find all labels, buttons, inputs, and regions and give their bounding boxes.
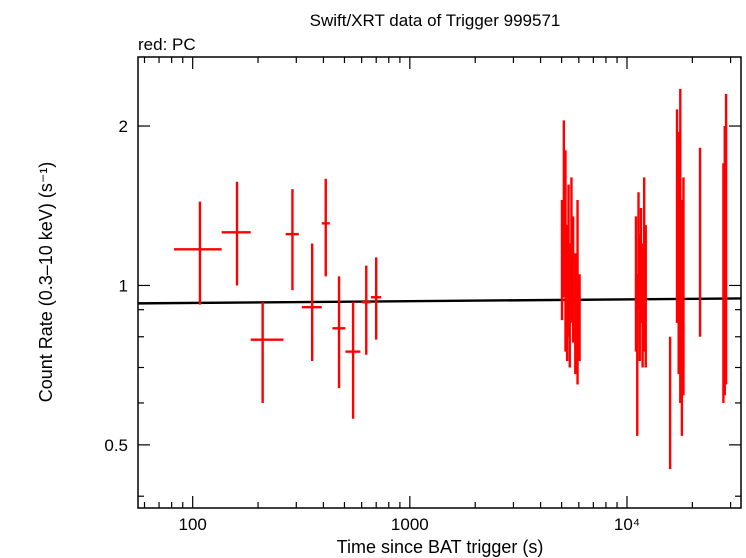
tick-labels: 100 1000 10⁴ 0.5 1 2 [104, 117, 640, 534]
data-point [642, 177, 646, 352]
data-point [680, 199, 684, 436]
y-tick-label: 2 [119, 117, 128, 136]
data-point [570, 177, 573, 323]
data-point [285, 189, 299, 291]
data-point [321, 178, 330, 277]
data-point [641, 243, 644, 368]
data-point [361, 265, 371, 355]
x-tick-label: 100 [178, 515, 206, 534]
data-point [173, 201, 222, 305]
y-tick-label: 1 [119, 276, 128, 295]
data-point [345, 302, 361, 419]
data-point [639, 208, 643, 323]
x-tick-label: 10⁴ [614, 515, 640, 534]
data-point [568, 243, 571, 368]
data-point [644, 225, 647, 368]
data-point [675, 109, 679, 323]
y-axis-label: Count Rate (0.3–10 keV) (s⁻¹) [36, 162, 56, 403]
x-tick-label: 1000 [391, 515, 429, 534]
data-point [578, 274, 581, 362]
data-point [571, 216, 575, 343]
data-point [301, 243, 322, 362]
plot-frame [137, 56, 742, 509]
data-point [636, 274, 639, 436]
model-line [137, 297, 742, 305]
data-point [576, 199, 579, 385]
data-point [332, 276, 346, 389]
data-point [682, 177, 685, 396]
data-point [574, 253, 577, 375]
data-point [221, 181, 251, 286]
data-point [668, 336, 672, 470]
data-point [679, 88, 682, 403]
x-axis-label: Time since BAT trigger (s) [337, 537, 544, 557]
y-tick-label: 0.5 [104, 436, 128, 455]
data-point [564, 150, 567, 352]
data-points [173, 88, 728, 470]
data-point [250, 302, 284, 403]
data-point [370, 257, 382, 340]
axis-ticks [138, 57, 741, 508]
data-point [562, 120, 566, 298]
chart-title: Swift/XRT data of Trigger 999571 [310, 11, 561, 30]
chart-subtitle: red: PC [138, 35, 196, 54]
data-point [560, 199, 564, 321]
model-fit [137, 297, 742, 305]
data-point [677, 131, 680, 375]
